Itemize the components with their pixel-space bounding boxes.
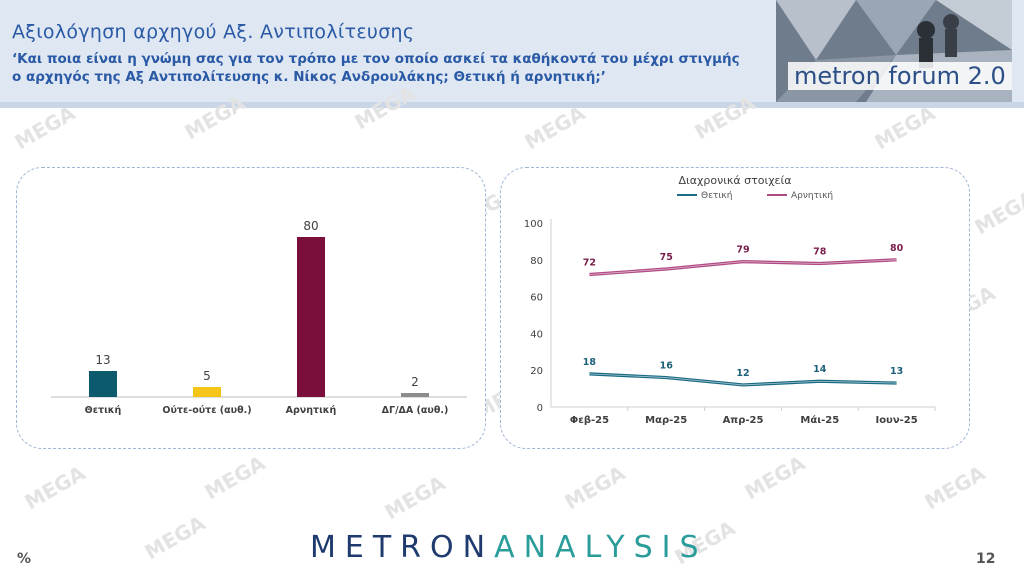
legend-label: Αρνητική — [791, 191, 833, 201]
bar-0 — [89, 371, 117, 397]
bar-chart: 13 Θετική 5 Ούτε-ούτε (αυθ.) 80 Αρνητική 2 ΔΓ/Δ… — [51, 219, 467, 416]
bar-category-label: Θετική — [85, 405, 122, 416]
series-line-highlight-1 — [589, 259, 897, 275]
point-value-label: 80 — [890, 243, 904, 254]
legend-label: Θετική — [701, 191, 732, 201]
header-divider — [0, 102, 1024, 108]
metron-analysis-logo: METRONANALYSIS — [310, 530, 708, 565]
brand-metron: METRON — [310, 530, 495, 565]
bar-value-label: 2 — [411, 375, 419, 389]
point-value-label: 13 — [890, 366, 903, 377]
line-chart: Διαχρονικά στοιχεία Θετική Αρνητική 0 20 40 60… — [524, 174, 936, 426]
watermark-mega: MEGA — [921, 461, 990, 515]
watermark-mega: MEGA — [521, 101, 590, 155]
x-tick-label: Μάι-25 — [800, 414, 839, 426]
bar-3 — [401, 393, 429, 397]
brand-analysis: ANALYSIS — [494, 530, 708, 565]
point-value-label: 16 — [660, 361, 674, 372]
point-value-label: 75 — [660, 252, 673, 263]
unit-label: % — [17, 551, 32, 567]
bar-category-label: Ούτε-ούτε (αυθ.) — [162, 405, 251, 416]
y-tick-label: 40 — [530, 329, 543, 340]
x-tick-label: Φεβ-25 — [570, 415, 609, 426]
bar-category-label: Αρνητική — [286, 405, 337, 416]
bar-2 — [297, 237, 325, 397]
x-tick-label: Απρ-25 — [723, 415, 764, 426]
x-tick-label: Ιουν-25 — [875, 415, 917, 426]
y-tick-label: 20 — [530, 366, 543, 377]
bar-chart-panel: 13 Θετική 5 Ούτε-ούτε (αυθ.) 80 Αρνητική 2 ΔΓ/Δ… — [16, 167, 486, 449]
watermark-mega: MEGA — [11, 101, 80, 155]
watermark-mega: MEGA — [871, 101, 940, 155]
watermark-mega: MEGA — [21, 461, 90, 515]
forum-logo: metron forum 2.0 — [776, 0, 1012, 102]
y-tick-label: 100 — [524, 219, 543, 230]
watermark-mega: MEGA — [561, 461, 630, 515]
bar-1 — [193, 387, 221, 397]
page-title: Αξιολόγηση αρχηγού Αξ. Αντιπολίτευσης — [12, 21, 415, 43]
y-tick-label: 60 — [530, 293, 543, 304]
watermark-mega: MEGA — [201, 451, 270, 505]
point-value-label: 14 — [813, 364, 827, 375]
bar-value-label: 80 — [303, 219, 318, 233]
point-value-label: 72 — [583, 258, 596, 269]
bar-value-label: 13 — [95, 353, 110, 367]
watermark-mega: MEGA — [971, 186, 1024, 240]
survey-question: ‘Και ποια είναι η γνώμη σας για τον τρόπ… — [12, 51, 740, 85]
bar-category-label: ΔΓ/ΔΑ (αυθ.) — [382, 405, 449, 416]
page-number: 12 — [976, 551, 996, 567]
bar-value-label: 5 — [203, 369, 211, 383]
y-tick-label: 80 — [530, 256, 543, 267]
watermark-mega: MEGA — [741, 451, 810, 505]
x-tick-label: Μαρ-25 — [645, 415, 687, 426]
watermark-mega: MEGA — [141, 511, 210, 565]
series-line-highlight-0 — [589, 373, 897, 386]
point-value-label: 12 — [736, 368, 749, 379]
point-value-label: 18 — [583, 357, 597, 368]
line-chart-title: Διαχρονικά στοιχεία — [679, 174, 792, 187]
line-chart-panel: Διαχρονικά στοιχεία Θετική Αρνητική 0 20 40 60… — [500, 167, 970, 449]
point-value-label: 79 — [736, 245, 749, 256]
logo-text: metron forum 2.0 — [788, 62, 1012, 90]
watermark-mega: MEGA — [381, 471, 450, 525]
point-value-label: 78 — [813, 246, 827, 257]
y-tick-label: 0 — [537, 403, 543, 414]
